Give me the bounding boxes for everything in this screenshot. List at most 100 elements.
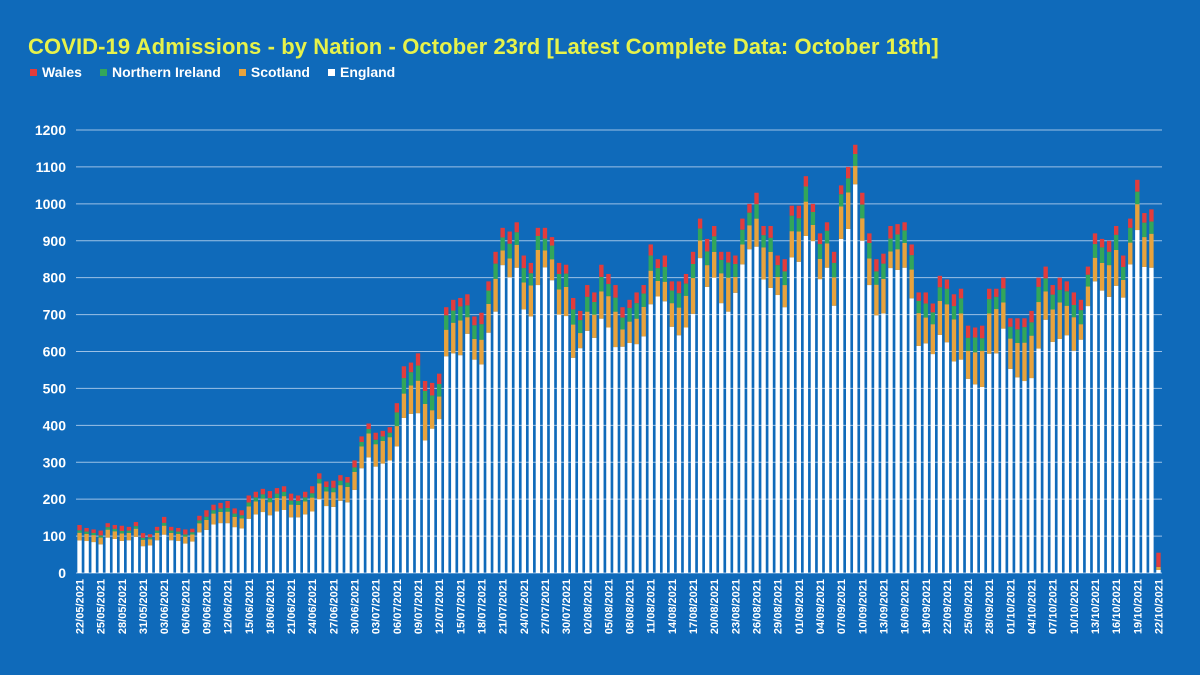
bar-segment-england [542,267,548,573]
bar-segment-wales [768,225,773,238]
bar-segment-england [578,348,583,573]
bar-segment-scotland [690,278,696,314]
bar-segment-northern-ireland [831,262,837,278]
bar-segment-wales [422,381,428,391]
x-tick-label: 03/07/2021 [371,579,383,634]
x-tick-label: 28/09/2021 [984,579,996,634]
bar-segment-england [1099,290,1105,573]
bar-segment-england [507,277,512,573]
bar-segment-wales [91,529,96,533]
bar-segment-scotland [169,532,174,541]
bar-segment-england [719,303,724,573]
x-tick-label: 04/10/2021 [1027,579,1039,634]
bar-segment-england [1142,266,1147,573]
bar-segment-scotland [648,270,653,305]
bar-segment-england [260,512,266,573]
bar-segment-scotland [1092,257,1098,282]
bar-segment-wales [853,144,858,154]
x-tick-label: 15/06/2021 [244,579,256,634]
bar-segment-northern-ireland [782,271,787,286]
bar-segment-wales [958,288,964,299]
bar-segment-scotland [472,338,477,360]
bar-segment-scotland [154,532,160,541]
bar-segment-scotland [613,311,618,348]
bar-segment-england [655,296,660,573]
bar-segment-wales [1008,318,1013,327]
bar-segment-northern-ireland [740,229,745,245]
bar-segment-wales [549,237,555,246]
bar-segment-wales [401,366,407,379]
bar-segment-england [1135,230,1140,574]
bar-segment-scotland [549,259,555,281]
bar-segment-northern-ireland [507,243,512,259]
x-tick-label: 24/06/2021 [307,579,319,634]
bar-segment-northern-ireland [585,296,590,312]
bar-segment-scotland [479,339,484,365]
legend-label-wales: Wales [42,64,82,80]
bar-segment-wales [1135,179,1140,192]
bar-segment-england [387,460,392,573]
bar-segment-england [169,540,174,573]
bar-segment-england [126,540,132,573]
bar-segment-england [958,359,964,573]
bar-segment-england [472,359,477,573]
x-tick-label: 10/10/2021 [1069,579,1081,634]
bar-segment-northern-ireland [197,520,202,524]
bar-segment-scotland [176,533,181,542]
bar-segment-england [246,518,251,573]
bar-segment-wales [98,530,103,536]
bar-segment-wales [1057,277,1062,290]
x-tick-label: 01/09/2021 [794,579,806,634]
bar-segment-england [556,314,562,573]
x-tick-label: 21/07/2021 [498,579,510,634]
bar-segment-wales [380,430,385,437]
bar-segment-northern-ireland [246,502,251,507]
bar-segment-northern-ireland [112,528,117,532]
bar-segment-northern-ireland [176,531,181,534]
bar-segment-northern-ireland [1001,288,1006,303]
bar-segment-wales [951,294,957,307]
bar-segment-wales [303,491,308,498]
bar-segment-wales [994,288,999,297]
bar-segment-scotland [740,244,745,265]
legend-label-scotland: Scotland [250,64,310,80]
bar-segment-wales [1085,266,1091,275]
bar-segment-england [585,330,590,573]
bar-segment-scotland [951,319,957,362]
bar-segment-northern-ireland [359,441,364,447]
bar-segment-scotland [1043,291,1048,320]
bar-segment-england [1043,319,1048,573]
bar-segment-england [359,468,364,573]
bar-segment-scotland [112,531,117,539]
bar-segment-scotland [1106,265,1112,297]
x-tick-label: 04/09/2021 [815,579,827,634]
bar-segment-wales [387,427,392,433]
bar-segment-wales [239,510,244,516]
bar-segment-northern-ireland [310,493,315,498]
bar-segment-england [1022,381,1027,573]
bar-segment-scotland [444,329,449,357]
bar-segment-england [338,500,343,573]
bar-segment-wales [1043,266,1048,279]
bar-segment-england [1078,339,1084,573]
bar-segment-northern-ireland [958,298,964,314]
bar-segment-england [1008,368,1013,573]
bar-segment-northern-ireland [634,303,639,319]
bar-segment-northern-ireland [303,497,308,502]
bar-segment-wales [486,281,491,291]
bar-segment-northern-ireland [761,235,766,248]
bar-segment-scotland [1121,279,1126,298]
bar-segment-england [549,280,555,573]
bar-segment-wales [126,526,132,531]
bar-segment-england [599,318,604,573]
bar-segment-scotland [408,385,414,414]
bar-segment-wales [528,262,534,274]
bar-segment-wales [1092,233,1098,245]
x-tick-label: 15/07/2021 [455,579,467,634]
bar-segment-scotland [930,324,935,355]
legend-swatch-england [327,68,335,76]
bar-segment-northern-ireland [951,306,957,320]
bar-segment-northern-ireland [937,287,943,301]
bar-segment-northern-ireland [733,264,738,277]
x-tick-label: 30/07/2021 [561,579,573,634]
